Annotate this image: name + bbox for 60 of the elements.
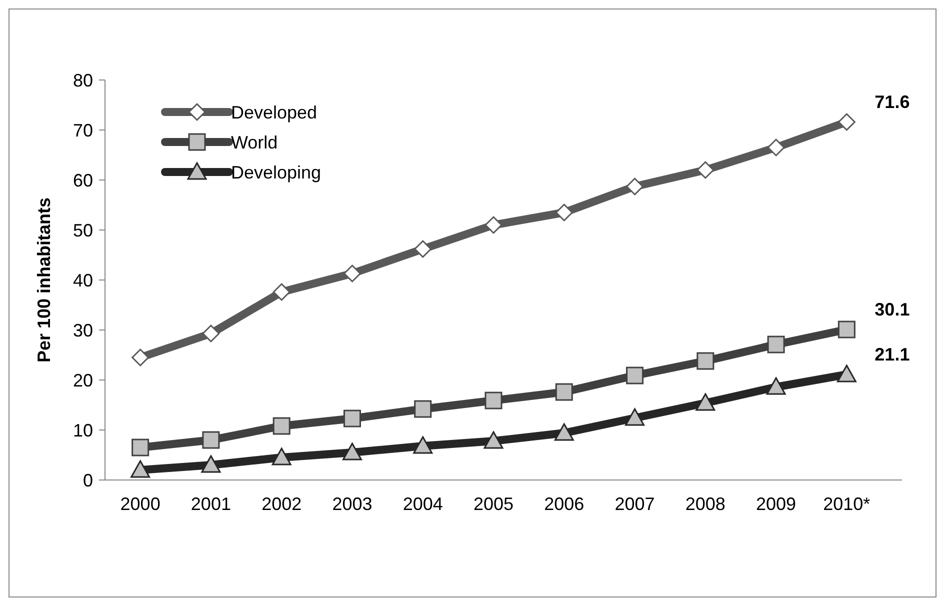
- legend-label: Developing: [231, 162, 322, 182]
- y-axis-title: Per 100 inhabitants: [34, 197, 54, 363]
- point: [484, 216, 502, 234]
- point: [272, 283, 290, 301]
- point: [132, 348, 150, 366]
- x-tick-label: 2010*: [823, 494, 870, 514]
- point: [202, 324, 220, 342]
- point: [696, 161, 714, 179]
- point: [696, 352, 714, 370]
- x-tick-label: 2003: [332, 494, 372, 514]
- y-tick-label: 70: [72, 120, 93, 140]
- y-tick-label: 50: [72, 220, 93, 240]
- x-tick-label: 2002: [262, 494, 302, 514]
- x-tick-label: 2007: [614, 494, 655, 514]
- x-tick-label: 2006: [544, 494, 584, 514]
- point: [767, 138, 785, 156]
- y-tick-label: 20: [72, 370, 93, 390]
- point: [555, 383, 573, 401]
- point: [838, 320, 856, 338]
- point: [272, 448, 292, 466]
- legend-label: World: [231, 132, 278, 152]
- point: [767, 336, 785, 354]
- point: [414, 240, 432, 258]
- point: [838, 113, 856, 131]
- point: [554, 423, 574, 441]
- point: [201, 455, 221, 473]
- point: [343, 264, 361, 282]
- point: [836, 364, 856, 382]
- y-tick-label: 0: [82, 470, 93, 490]
- annotation: 21.1: [874, 344, 910, 364]
- x-tick-label: 2009: [756, 494, 796, 514]
- y-tick-label: 10: [72, 420, 93, 440]
- y-tick-label: 40: [72, 270, 93, 290]
- point: [132, 438, 150, 456]
- x-tick-label: 2005: [473, 494, 514, 514]
- point: [626, 178, 644, 196]
- legend-label: Developed: [231, 102, 318, 122]
- annotation: 30.1: [874, 300, 910, 320]
- point: [766, 377, 786, 395]
- point: [484, 431, 504, 449]
- y-tick-label: 30: [72, 320, 93, 340]
- y-tick-label: 60: [72, 170, 93, 190]
- point: [343, 410, 361, 428]
- point: [202, 431, 220, 449]
- x-tick-label: 2004: [402, 494, 443, 514]
- point: [626, 366, 644, 384]
- point: [414, 400, 432, 418]
- x-tick-label: 2001: [190, 494, 231, 514]
- point: [625, 408, 645, 426]
- point: [342, 442, 362, 460]
- point: [130, 460, 150, 478]
- x-tick-label: 2008: [685, 494, 726, 514]
- point: [413, 436, 433, 454]
- point: [484, 392, 502, 410]
- point: [272, 417, 290, 435]
- annotation: 71.6: [874, 92, 910, 112]
- x-tick-label: 2000: [120, 494, 160, 514]
- y-tick-label: 80: [72, 70, 93, 90]
- point: [696, 393, 716, 411]
- point: [555, 204, 573, 222]
